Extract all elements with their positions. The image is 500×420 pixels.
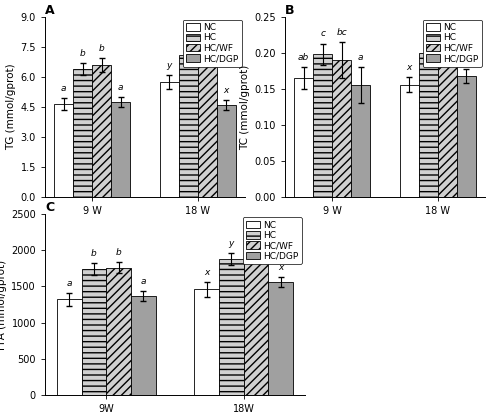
Text: b: b xyxy=(99,44,104,53)
Bar xyxy=(111,102,130,197)
Text: a: a xyxy=(358,53,364,62)
Text: c: c xyxy=(320,29,325,39)
Text: ab: ab xyxy=(298,53,309,62)
Bar xyxy=(438,46,457,197)
Bar xyxy=(268,282,293,395)
Bar xyxy=(82,269,106,395)
Text: B: B xyxy=(285,4,294,17)
Text: A: A xyxy=(45,4,54,17)
Text: b: b xyxy=(91,249,97,258)
Text: a: a xyxy=(140,277,146,286)
Bar xyxy=(244,247,268,395)
Legend: NC, HC, HC/WF, HC/DGP: NC, HC, HC/WF, HC/DGP xyxy=(182,19,242,67)
Text: y: y xyxy=(426,28,431,37)
Bar xyxy=(106,268,131,395)
Bar xyxy=(313,54,332,197)
Text: x: x xyxy=(204,268,210,277)
Y-axis label: TG (mmol/gprot): TG (mmol/gprot) xyxy=(6,64,16,150)
Bar xyxy=(198,43,217,197)
Bar xyxy=(217,105,236,197)
Bar xyxy=(57,299,82,395)
Text: C: C xyxy=(45,201,54,214)
Text: a: a xyxy=(61,84,66,93)
Bar xyxy=(131,296,156,395)
Text: y: y xyxy=(166,61,172,70)
Text: z: z xyxy=(254,224,258,233)
Text: b: b xyxy=(116,248,121,257)
Text: b: b xyxy=(80,49,86,58)
Bar xyxy=(457,76,476,197)
Legend: NC, HC, HC/WF, HC/DGP: NC, HC, HC/WF, HC/DGP xyxy=(422,19,482,67)
Y-axis label: TC (mmol/gprot): TC (mmol/gprot) xyxy=(240,65,250,150)
Y-axis label: FFA (mmol/gprot): FFA (mmol/gprot) xyxy=(0,260,7,349)
Text: y: y xyxy=(228,239,234,248)
Text: x: x xyxy=(278,263,283,272)
Text: a: a xyxy=(118,83,124,92)
Text: x: x xyxy=(224,86,229,95)
Bar xyxy=(400,85,419,197)
Text: x: x xyxy=(406,63,412,72)
Bar xyxy=(54,104,73,197)
Legend: NC, HC, HC/WF, HC/DGP: NC, HC, HC/WF, HC/DGP xyxy=(242,217,302,264)
Bar xyxy=(160,82,179,197)
Bar xyxy=(179,55,198,197)
Bar xyxy=(419,53,438,197)
Text: z: z xyxy=(186,36,190,45)
Bar xyxy=(73,69,92,197)
Bar xyxy=(294,78,313,197)
Text: a: a xyxy=(66,279,72,288)
Bar xyxy=(332,60,351,197)
Text: x: x xyxy=(464,55,469,64)
Bar xyxy=(219,259,244,395)
Bar xyxy=(92,65,111,197)
Text: k: k xyxy=(204,23,210,32)
Bar xyxy=(351,85,370,197)
Bar xyxy=(194,289,219,395)
Text: bc: bc xyxy=(336,28,347,37)
Text: y: y xyxy=(444,21,450,30)
